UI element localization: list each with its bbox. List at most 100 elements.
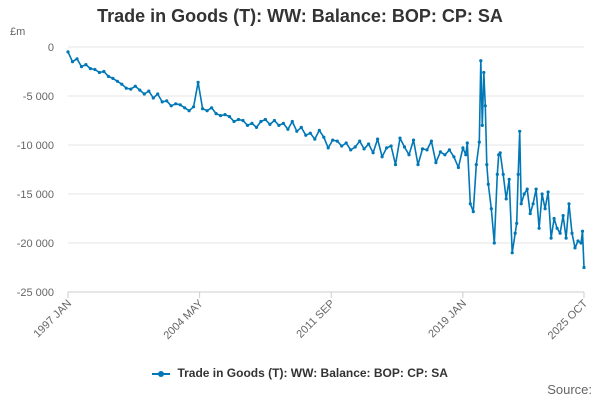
data-point[interactable]	[393, 163, 398, 167]
data-point[interactable]	[464, 153, 468, 157]
data-point[interactable]	[555, 226, 559, 230]
data-point[interactable]	[573, 246, 577, 250]
data-point[interactable]	[465, 141, 469, 145]
data-point[interactable]	[187, 109, 191, 113]
data-point[interactable]	[358, 139, 362, 143]
data-point[interactable]	[582, 265, 586, 270]
data-point[interactable]	[362, 147, 366, 151]
data-point[interactable]	[510, 251, 514, 255]
data-point[interactable]	[398, 136, 402, 140]
data-point[interactable]	[477, 140, 481, 144]
data-point[interactable]	[531, 202, 535, 206]
data-point[interactable]	[66, 50, 70, 54]
data-point[interactable]	[489, 207, 493, 211]
data-point[interactable]	[102, 69, 106, 74]
data-point[interactable]	[349, 148, 353, 152]
data-point[interactable]	[227, 115, 232, 119]
data-point[interactable]	[516, 172, 520, 176]
data-point[interactable]	[537, 226, 541, 230]
data-point[interactable]	[245, 123, 250, 127]
data-point[interactable]	[479, 59, 483, 63]
data-point[interactable]	[367, 142, 371, 146]
data-point[interactable]	[133, 84, 137, 88]
data-point[interactable]	[570, 231, 574, 235]
data-point[interactable]	[576, 239, 580, 243]
data-point[interactable]	[468, 202, 472, 206]
data-point[interactable]	[579, 241, 583, 245]
data-point[interactable]	[546, 190, 550, 194]
data-point[interactable]	[471, 210, 475, 214]
data-point[interactable]	[552, 216, 556, 221]
data-point[interactable]	[340, 144, 344, 148]
data-point[interactable]	[492, 241, 496, 245]
data-point[interactable]	[286, 127, 290, 131]
data-point[interactable]	[79, 65, 84, 69]
data-point[interactable]	[299, 125, 303, 129]
data-point[interactable]	[272, 118, 276, 123]
data-point[interactable]	[344, 141, 348, 145]
data-point[interactable]	[429, 139, 433, 143]
data-point[interactable]	[519, 202, 523, 206]
data-point[interactable]	[124, 86, 128, 90]
data-point[interactable]	[210, 106, 214, 110]
data-point[interactable]	[160, 100, 164, 104]
data-point[interactable]	[313, 137, 317, 141]
data-point[interactable]	[156, 92, 160, 96]
data-point[interactable]	[290, 119, 294, 124]
data-point[interactable]	[335, 139, 339, 143]
data-point[interactable]	[438, 150, 442, 154]
data-point[interactable]	[540, 192, 544, 196]
data-point[interactable]	[106, 74, 110, 78]
data-point[interactable]	[241, 118, 245, 123]
data-point[interactable]	[88, 67, 92, 71]
data-point[interactable]	[174, 102, 178, 106]
data-point[interactable]	[402, 145, 407, 149]
data-point[interactable]	[518, 129, 522, 133]
data-point[interactable]	[223, 113, 227, 117]
data-point[interactable]	[70, 60, 75, 64]
data-point[interactable]	[326, 146, 330, 150]
data-point[interactable]	[322, 135, 326, 139]
data-point[interactable]	[543, 207, 547, 211]
data-point[interactable]	[507, 177, 511, 181]
data-point[interactable]	[93, 67, 97, 72]
data-point[interactable]	[304, 133, 308, 137]
data-point[interactable]	[165, 99, 169, 103]
data-point[interactable]	[183, 106, 187, 110]
data-point[interactable]	[129, 87, 133, 91]
data-point[interactable]	[564, 236, 568, 240]
data-point[interactable]	[501, 172, 505, 176]
data-point[interactable]	[178, 103, 182, 107]
data-point[interactable]	[525, 187, 529, 191]
data-point[interactable]	[331, 138, 335, 142]
data-point[interactable]	[534, 187, 538, 191]
data-point[interactable]	[151, 96, 155, 100]
data-point[interactable]	[480, 123, 484, 127]
data-point[interactable]	[447, 148, 451, 152]
data-point[interactable]	[111, 76, 115, 80]
legend[interactable]: Trade in Goods (T): WW: Balance: BOP: CP…	[0, 366, 600, 380]
data-point[interactable]	[308, 131, 312, 135]
data-point[interactable]	[205, 109, 209, 113]
data-point[interactable]	[376, 137, 380, 141]
data-point[interactable]	[219, 114, 223, 118]
data-point[interactable]	[461, 146, 465, 150]
data-point[interactable]	[504, 197, 508, 201]
data-point[interactable]	[456, 165, 460, 170]
data-point[interactable]	[580, 229, 585, 233]
data-point[interactable]	[385, 146, 389, 150]
data-point[interactable]	[498, 151, 502, 155]
data-point[interactable]	[214, 112, 218, 116]
data-point[interactable]	[452, 155, 456, 159]
data-point[interactable]	[483, 104, 487, 108]
data-point[interactable]	[522, 192, 526, 196]
data-point[interactable]	[443, 153, 447, 157]
data-point[interactable]	[84, 63, 88, 67]
data-point[interactable]	[142, 92, 146, 96]
data-point[interactable]	[263, 117, 267, 122]
data-point[interactable]	[561, 214, 565, 218]
data-point[interactable]	[515, 221, 519, 225]
data-point[interactable]	[416, 163, 420, 167]
data-point[interactable]	[411, 138, 416, 142]
data-point[interactable]	[474, 163, 478, 167]
